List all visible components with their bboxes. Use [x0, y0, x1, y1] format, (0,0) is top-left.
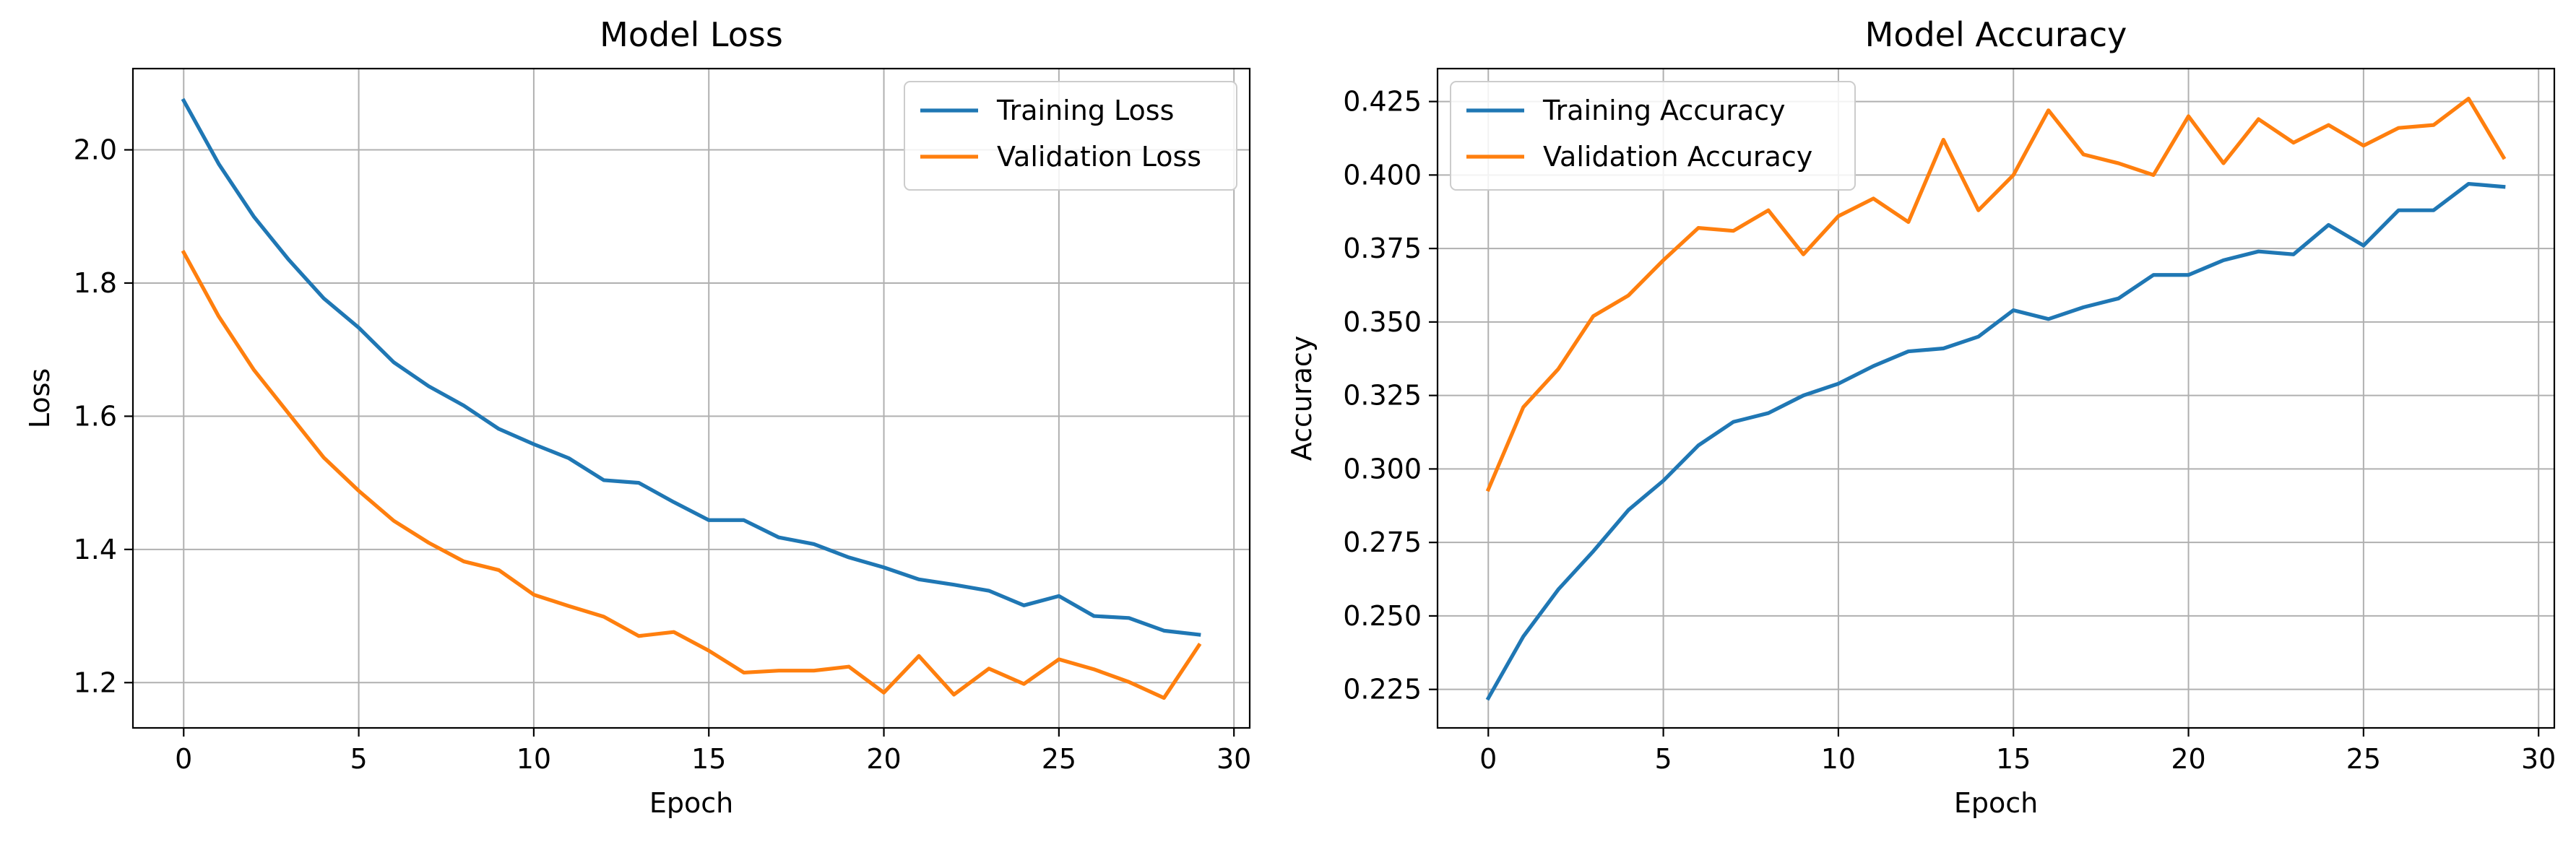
legend-box: [1450, 81, 1856, 191]
y-tick-label: 0.225: [1343, 674, 1422, 706]
x-tick-label: 5: [350, 743, 367, 775]
y-axis-label: Loss: [24, 368, 56, 428]
x-tick-label: 10: [517, 743, 551, 775]
axes-frame: [131, 67, 1251, 729]
x-tick-label: 15: [691, 743, 726, 775]
x-axis-label: Epoch: [1954, 787, 2038, 819]
y-tick-label: 1.8: [74, 267, 117, 299]
axes-frame: [1436, 67, 2556, 729]
y-tick-label: 1.6: [74, 400, 117, 432]
chart-2: 0 5 10 15 20 25 30 0.225 0.250 0.275 0.300 0.325 0.3…: [1286, 15, 2556, 819]
legend-label-1: Training Loss: [996, 95, 1174, 126]
legend: Training Loss Validation Loss: [904, 81, 1237, 191]
y-tick-label: 0.325: [1343, 380, 1422, 412]
y-tick-label: 0.375: [1343, 233, 1422, 264]
x-tick-label: 5: [1654, 743, 1672, 775]
y-tick-label: 0.250: [1343, 600, 1422, 632]
x-tick-label: 30: [1216, 743, 1251, 775]
x-tick-label: 20: [866, 743, 901, 775]
x-tick-label: 10: [1821, 743, 1856, 775]
x-tick-label: 20: [2171, 743, 2205, 775]
y-axis-label: Accuracy: [1286, 336, 1318, 461]
y-tick-label: 1.2: [74, 667, 117, 698]
series-line-1: [181, 97, 1201, 637]
y-tick-label: 2.0: [74, 134, 117, 166]
x-tick-label: 25: [2346, 743, 2381, 775]
chart-title: Model Loss: [600, 15, 783, 54]
x-tick-label: 15: [1996, 743, 2031, 775]
y-tick-label: 0.350: [1343, 306, 1422, 338]
chart-1: 0 5 10 15 20 25 30 1.2 1.4 1.6 1.8 2.0 Model Loss Epo…: [24, 15, 1251, 819]
y-tick-label: 0.400: [1343, 159, 1422, 191]
chart-title: Model Accuracy: [1865, 15, 2127, 54]
x-tick-label: 0: [175, 743, 192, 775]
x-tick-label: 0: [1479, 743, 1497, 775]
x-tick-label: 25: [1042, 743, 1076, 775]
y-tick-label: 1.4: [74, 534, 117, 565]
legend-box: [904, 81, 1237, 191]
x-axis-label: Epoch: [649, 787, 733, 819]
legend-label-2: Validation Accuracy: [1543, 141, 1812, 173]
legend-label-2: Validation Loss: [997, 141, 1201, 173]
series-line-2: [181, 250, 1202, 700]
y-tick-label: 0.275: [1343, 526, 1422, 558]
y-tick-label: 0.425: [1343, 86, 1422, 118]
x-tick-label: 30: [2521, 743, 2556, 775]
y-tick-label: 0.300: [1343, 453, 1422, 485]
series-line-1: [1485, 181, 2506, 701]
legend-label-1: Training Accuracy: [1542, 95, 1786, 126]
legend: Training Accuracy Validation Accuracy: [1450, 81, 1856, 191]
series-line-2: [1485, 96, 2507, 492]
